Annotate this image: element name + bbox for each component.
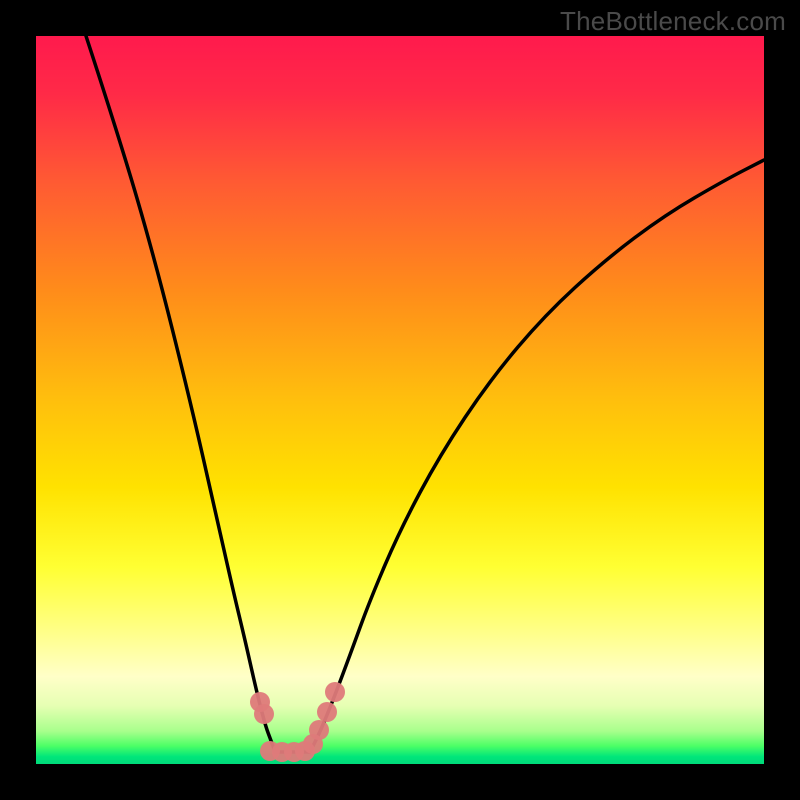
frame-border bbox=[0, 764, 800, 800]
marker-dot bbox=[325, 682, 345, 702]
plot-area-gradient bbox=[36, 36, 764, 764]
chart-container: TheBottleneck.com bbox=[0, 0, 800, 800]
marker-dot bbox=[309, 720, 329, 740]
marker-dot bbox=[317, 702, 337, 722]
frame-border bbox=[764, 0, 800, 800]
frame-border bbox=[0, 0, 36, 800]
watermark-text: TheBottleneck.com bbox=[560, 6, 786, 37]
chart-svg bbox=[0, 0, 800, 800]
marker-dot bbox=[254, 704, 274, 724]
